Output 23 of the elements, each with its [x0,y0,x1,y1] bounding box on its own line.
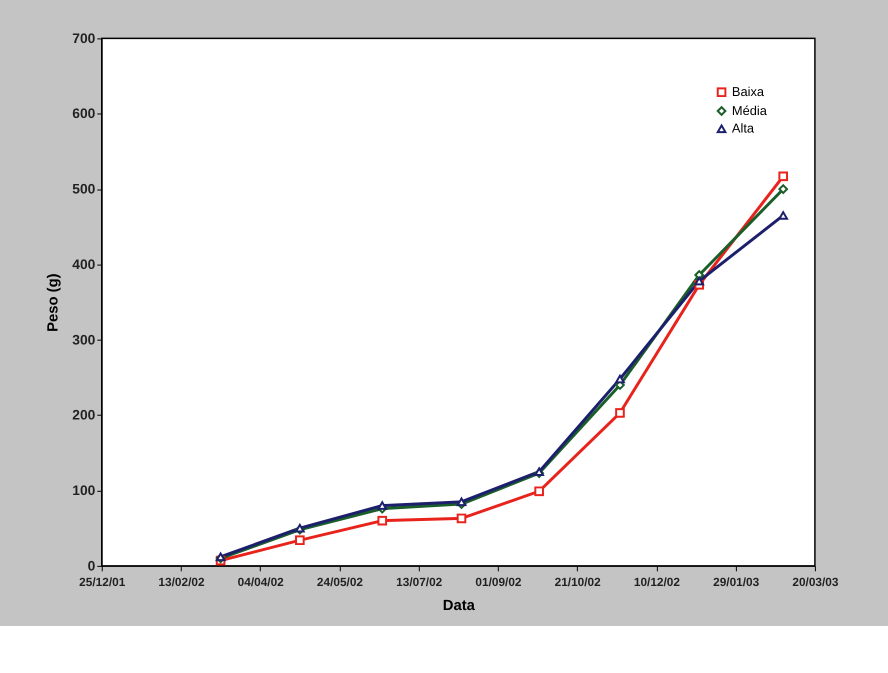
x-tick-label: 25/12/01 [79,575,126,590]
x-tick-label: 04/04/02 [238,575,284,590]
legend-label: Média [732,102,768,118]
x-axis-title: Data [442,598,476,614]
y-tick-label: 600 [72,105,96,122]
y-tick-label: 400 [72,256,96,272]
y-tick-label: 0 [88,557,96,574]
x-tick-label: 13/07/02 [396,575,443,590]
x-tick-label: 01/09/02 [475,575,522,590]
x-tick-label: 20/03/03 [792,575,839,590]
legend-label: Alta [732,120,755,136]
x-tick-label: 21/10/02 [554,575,602,590]
y-tick-label: 200 [72,406,96,423]
y-axis-title: Peso (g) [45,273,62,332]
x-tick-label: 10/12/02 [634,575,680,590]
y-tick-label: 100 [72,482,96,498]
x-tick-label: 13/02/02 [158,575,205,590]
x-tick-label: 29/01/03 [713,575,760,590]
y-tick-label: 500 [72,180,96,197]
y-tick-label: 300 [72,331,96,348]
x-tick-label: 24/05/02 [316,575,364,590]
legend-label: Baixa [732,84,765,100]
y-tick-label: 700 [72,30,96,46]
